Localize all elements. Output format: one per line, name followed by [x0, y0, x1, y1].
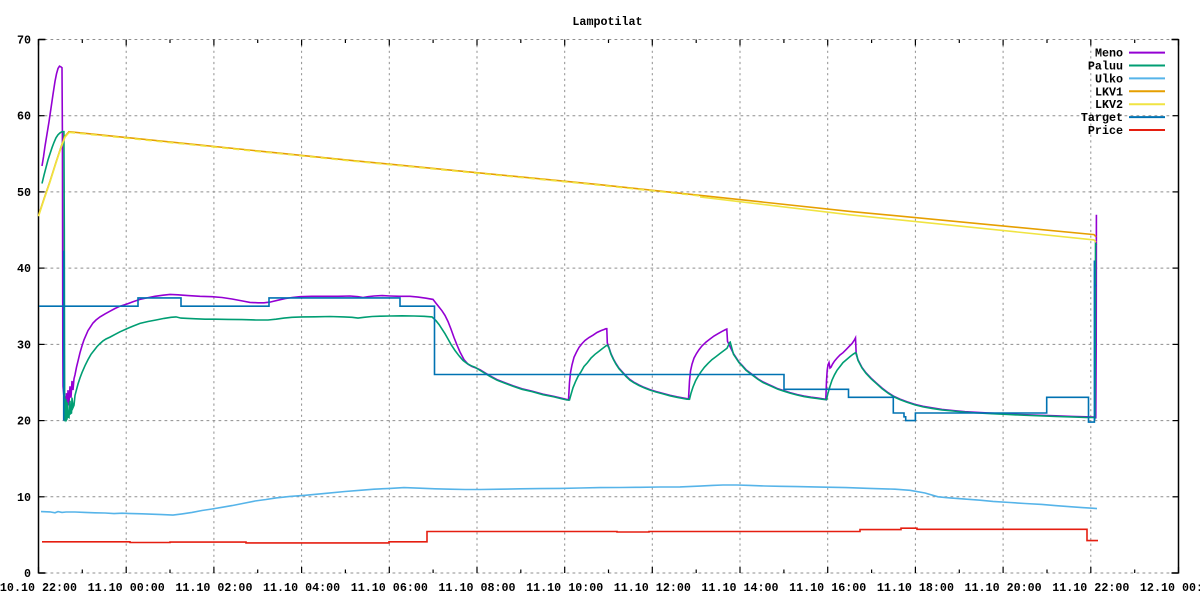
svg-text:11.10 14:00: 11.10 14:00	[701, 581, 778, 595]
svg-text:LKV2: LKV2	[1095, 98, 1123, 112]
svg-text:20: 20	[17, 415, 31, 429]
svg-text:11.10 08:00: 11.10 08:00	[438, 581, 515, 595]
svg-text:11.10 02:00: 11.10 02:00	[175, 581, 252, 595]
svg-text:70: 70	[17, 34, 31, 48]
svg-text:40: 40	[17, 262, 31, 276]
svg-text:11.10 12:00: 11.10 12:00	[614, 581, 691, 595]
svg-text:11.10 10:00: 11.10 10:00	[526, 581, 603, 595]
svg-text:50: 50	[17, 186, 31, 200]
svg-text:Meno: Meno	[1095, 47, 1123, 61]
svg-text:30: 30	[17, 338, 31, 352]
svg-text:11.10 22:00: 11.10 22:00	[1052, 581, 1129, 595]
svg-text:10.10 22:00: 10.10 22:00	[0, 581, 77, 595]
svg-text:11.10 04:00: 11.10 04:00	[263, 581, 340, 595]
svg-text:Ulko: Ulko	[1095, 72, 1123, 86]
svg-text:11.10 16:00: 11.10 16:00	[789, 581, 866, 595]
svg-text:Paluu: Paluu	[1088, 60, 1123, 74]
svg-text:LKV1: LKV1	[1095, 85, 1123, 99]
svg-text:0: 0	[24, 567, 31, 581]
svg-text:Lampotilat: Lampotilat	[572, 15, 642, 29]
svg-text:10: 10	[17, 491, 31, 505]
svg-text:60: 60	[17, 110, 31, 124]
svg-text:11.10 06:00: 11.10 06:00	[351, 581, 428, 595]
svg-text:11.10 00:00: 11.10 00:00	[88, 581, 165, 595]
svg-text:Target: Target	[1081, 111, 1123, 125]
svg-text:12.10 00:00: 12.10 00:00	[1140, 581, 1200, 595]
svg-text:11.10 20:00: 11.10 20:00	[965, 581, 1042, 595]
svg-text:11.10 18:00: 11.10 18:00	[877, 581, 954, 595]
svg-text:Price: Price	[1088, 124, 1123, 138]
